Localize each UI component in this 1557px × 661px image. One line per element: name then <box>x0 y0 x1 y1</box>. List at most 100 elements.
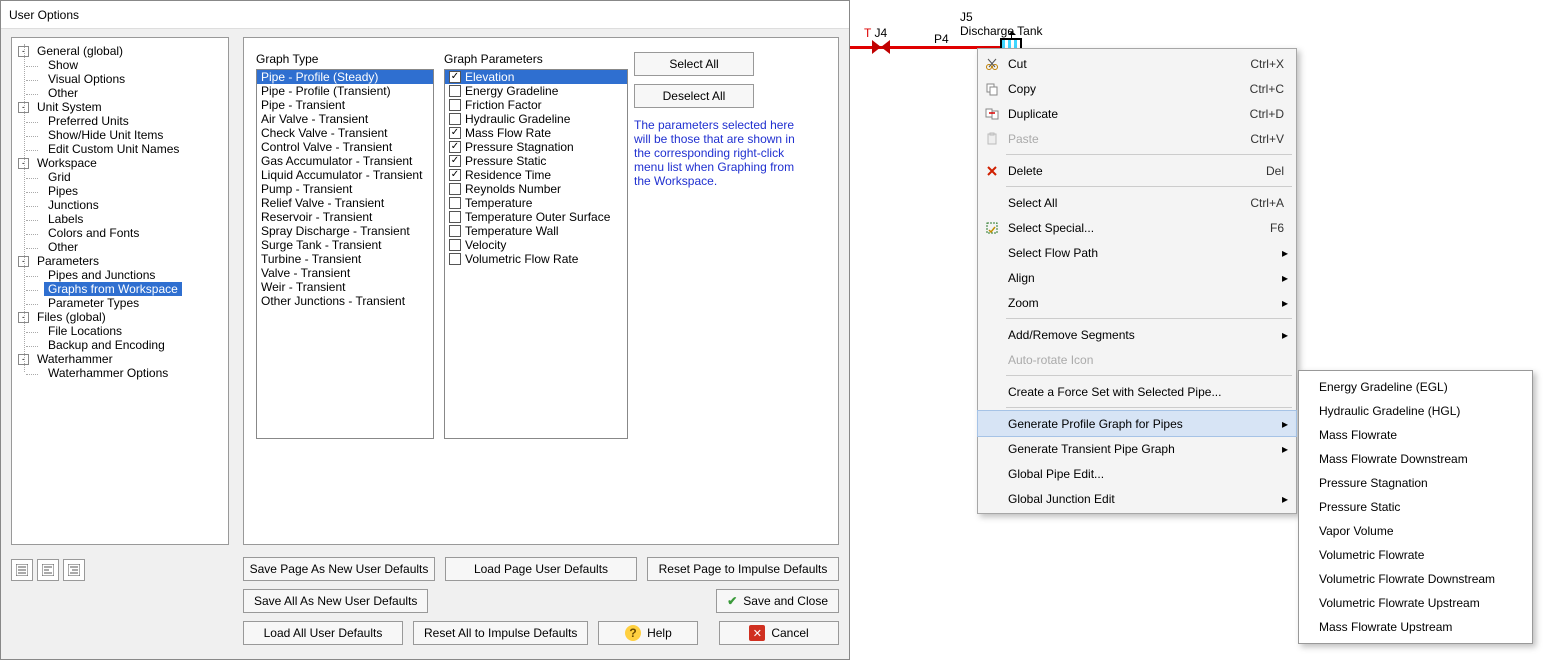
graph-type-item[interactable]: Spray Discharge - Transient <box>257 224 433 238</box>
tree-item[interactable]: Other <box>44 86 82 100</box>
graph-parameter-item[interactable]: Volumetric Flow Rate <box>445 252 627 266</box>
graph-type-item[interactable]: Air Valve - Transient <box>257 112 433 126</box>
checkbox-icon[interactable] <box>449 141 461 153</box>
graph-type-list[interactable]: Pipe - Profile (Steady)Pipe - Profile (T… <box>256 69 434 439</box>
save-page-defaults-button[interactable]: Save Page As New User Defaults <box>243 557 435 581</box>
ctx-item[interactable]: Global Junction Edit▸ <box>978 486 1296 511</box>
graph-parameter-item[interactable]: Mass Flow Rate <box>445 126 627 140</box>
ctx-item[interactable]: CopyCtrl+C <box>978 76 1296 101</box>
tree-toggle-icon[interactable]: - <box>18 46 29 57</box>
graph-type-item[interactable]: Pipe - Profile (Transient) <box>257 84 433 98</box>
tree-item[interactable]: Workspace <box>33 156 101 170</box>
graph-type-item[interactable]: Gas Accumulator - Transient <box>257 154 433 168</box>
graph-type-item[interactable]: Control Valve - Transient <box>257 140 433 154</box>
checkbox-icon[interactable] <box>449 127 461 139</box>
checkbox-icon[interactable] <box>449 99 461 111</box>
graph-parameter-item[interactable]: Hydraulic Gradeline <box>445 112 627 126</box>
graph-type-item[interactable]: Liquid Accumulator - Transient <box>257 168 433 182</box>
load-all-defaults-button[interactable]: Load All User Defaults <box>243 621 403 645</box>
submenu-item[interactable]: Pressure Stagnation <box>1299 471 1532 495</box>
graph-parameter-item[interactable]: Energy Gradeline <box>445 84 627 98</box>
checkbox-icon[interactable] <box>449 169 461 181</box>
tree-toggle-icon[interactable]: - <box>18 102 29 113</box>
tree-item[interactable]: Waterhammer <box>33 352 117 366</box>
tree-toggle-icon[interactable]: - <box>18 354 29 365</box>
tree-item[interactable]: Waterhammer Options <box>44 366 172 380</box>
ctx-item[interactable]: DeleteDel <box>978 158 1296 183</box>
ctx-item[interactable]: DuplicateCtrl+D <box>978 101 1296 126</box>
reset-page-defaults-button[interactable]: Reset Page to Impulse Defaults <box>647 557 839 581</box>
graph-type-item[interactable]: Surge Tank - Transient <box>257 238 433 252</box>
graph-parameter-item[interactable]: Pressure Stagnation <box>445 140 627 154</box>
tree-tool-3[interactable] <box>63 559 85 581</box>
tree-item[interactable]: Edit Custom Unit Names <box>44 142 183 156</box>
checkbox-icon[interactable] <box>449 113 461 125</box>
tree-item[interactable]: Parameter Types <box>44 296 143 310</box>
checkbox-icon[interactable] <box>449 155 461 167</box>
graph-type-item[interactable]: Pipe - Transient <box>257 98 433 112</box>
deselect-all-button[interactable]: Deselect All <box>634 84 754 108</box>
ctx-item[interactable]: Add/Remove Segments▸ <box>978 322 1296 347</box>
ctx-item[interactable]: Zoom▸ <box>978 290 1296 315</box>
profile-graph-submenu[interactable]: Energy Gradeline (EGL)Hydraulic Gradelin… <box>1298 370 1533 644</box>
tree-toggle-icon[interactable]: - <box>18 256 29 267</box>
submenu-item[interactable]: Volumetric Flowrate Upstream <box>1299 591 1532 615</box>
tree-toggle-icon[interactable]: - <box>18 312 29 323</box>
graph-parameter-item[interactable]: Temperature Outer Surface <box>445 210 627 224</box>
graph-type-item[interactable]: Relief Valve - Transient <box>257 196 433 210</box>
checkbox-icon[interactable] <box>449 197 461 209</box>
ctx-item[interactable]: CutCtrl+X <box>978 51 1296 76</box>
graph-parameter-item[interactable]: Velocity <box>445 238 627 252</box>
tree-item[interactable]: Labels <box>44 212 87 226</box>
ctx-item[interactable]: Select Special...F6 <box>978 215 1296 240</box>
load-page-defaults-button[interactable]: Load Page User Defaults <box>445 557 637 581</box>
tree-item[interactable]: Pipes <box>44 184 82 198</box>
tree-item[interactable]: Colors and Fonts <box>44 226 143 240</box>
tree-item[interactable]: Parameters <box>33 254 103 268</box>
tree-item[interactable]: Junctions <box>44 198 103 212</box>
submenu-item[interactable]: Mass Flowrate Upstream <box>1299 615 1532 639</box>
ctx-item[interactable]: Select AllCtrl+A <box>978 190 1296 215</box>
submenu-item[interactable]: Hydraulic Gradeline (HGL) <box>1299 399 1532 423</box>
checkbox-icon[interactable] <box>449 85 461 97</box>
graph-type-item[interactable]: Pump - Transient <box>257 182 433 196</box>
tree-item[interactable]: Visual Options <box>44 72 129 86</box>
graph-parameter-item[interactable]: Elevation <box>445 70 627 84</box>
select-all-button[interactable]: Select All <box>634 52 754 76</box>
submenu-item[interactable]: Pressure Static <box>1299 495 1532 519</box>
graph-parameter-item[interactable]: Temperature Wall <box>445 224 627 238</box>
submenu-item[interactable]: Vapor Volume <box>1299 519 1532 543</box>
graph-parameter-item[interactable]: Residence Time <box>445 168 627 182</box>
submenu-item[interactable]: Mass Flowrate Downstream <box>1299 447 1532 471</box>
graph-parameter-item[interactable]: Temperature <box>445 196 627 210</box>
ctx-item[interactable]: Create a Force Set with Selected Pipe... <box>978 379 1296 404</box>
save-all-defaults-button[interactable]: Save All As New User Defaults <box>243 589 428 613</box>
cancel-button[interactable]: ✕Cancel <box>719 621 839 645</box>
graph-type-item[interactable]: Pipe - Profile (Steady) <box>257 70 433 84</box>
workspace-canvas[interactable]: T J4 J5 Discharge Tank P4 CutCtrl+XCopyC… <box>850 0 1557 661</box>
graph-type-item[interactable]: Weir - Transient <box>257 280 433 294</box>
tree-item[interactable]: Other <box>44 240 82 254</box>
graph-parameter-item[interactable]: Reynolds Number <box>445 182 627 196</box>
reset-all-defaults-button[interactable]: Reset All to Impulse Defaults <box>413 621 588 645</box>
ctx-item[interactable]: Generate Profile Graph for Pipes▸ <box>978 411 1296 436</box>
tree-item[interactable]: General (global) <box>33 44 127 58</box>
checkbox-icon[interactable] <box>449 225 461 237</box>
checkbox-icon[interactable] <box>449 253 461 265</box>
options-tree[interactable]: -General (global)ShowVisual OptionsOther… <box>11 37 229 545</box>
tree-item[interactable]: Show <box>44 58 82 72</box>
submenu-item[interactable]: Volumetric Flowrate <box>1299 543 1532 567</box>
checkbox-icon[interactable] <box>449 71 461 83</box>
submenu-item[interactable]: Energy Gradeline (EGL) <box>1299 375 1532 399</box>
context-menu[interactable]: CutCtrl+XCopyCtrl+CDuplicateCtrl+DPasteC… <box>977 48 1297 514</box>
graph-parameter-item[interactable]: Pressure Static <box>445 154 627 168</box>
tree-item[interactable]: Show/Hide Unit Items <box>44 128 167 142</box>
submenu-item[interactable]: Volumetric Flowrate Downstream <box>1299 567 1532 591</box>
graph-type-item[interactable]: Reservoir - Transient <box>257 210 433 224</box>
valve-symbol[interactable] <box>872 40 890 54</box>
graph-type-item[interactable]: Turbine - Transient <box>257 252 433 266</box>
graph-type-item[interactable]: Check Valve - Transient <box>257 126 433 140</box>
tree-item[interactable]: File Locations <box>44 324 126 338</box>
checkbox-icon[interactable] <box>449 183 461 195</box>
help-button[interactable]: ?Help <box>598 621 698 645</box>
